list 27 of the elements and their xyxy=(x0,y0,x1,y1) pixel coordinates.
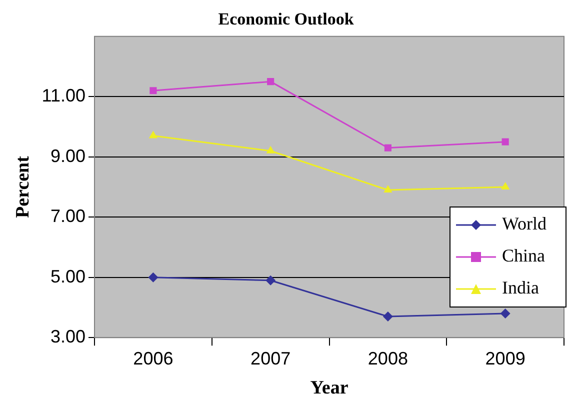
legend-label: India xyxy=(502,278,539,298)
point xyxy=(384,185,392,193)
legend-label: World xyxy=(502,214,547,234)
point xyxy=(384,144,392,152)
legend-label: China xyxy=(502,246,546,266)
point xyxy=(266,146,275,154)
y-tick-label: 11.00 xyxy=(42,86,86,106)
point xyxy=(148,130,158,138)
point xyxy=(502,138,509,146)
point xyxy=(150,87,157,94)
point xyxy=(148,272,158,282)
x-tick-label: 2009 xyxy=(485,348,526,368)
point xyxy=(382,312,393,322)
y-tick-label: 9.00 xyxy=(50,146,86,166)
y-tick-label: 5.00 xyxy=(50,266,86,286)
point xyxy=(500,182,510,190)
point xyxy=(267,78,274,86)
chart-title: Economic Outlook xyxy=(218,10,354,29)
y-axis-title: Percent xyxy=(12,155,34,218)
point xyxy=(500,308,510,319)
y-tick-label: 3.00 xyxy=(50,326,86,347)
x-tick-label: 2006 xyxy=(133,348,174,368)
x-axis-title: Year xyxy=(310,378,349,399)
y-tick-label: 7.00 xyxy=(50,206,86,226)
point xyxy=(266,275,276,286)
x-tick-label: 2007 xyxy=(250,348,291,368)
x-tick-label: 2008 xyxy=(368,348,408,368)
